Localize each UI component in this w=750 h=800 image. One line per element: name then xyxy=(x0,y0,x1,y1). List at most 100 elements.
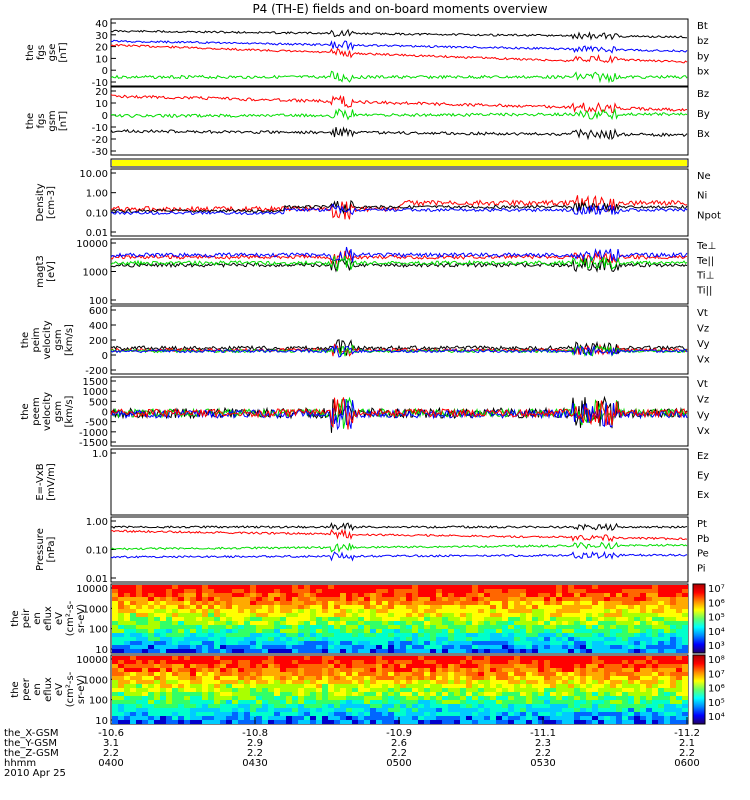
ylabel-peem-velocity-4: [km/s] xyxy=(64,395,75,427)
trace-Bx xyxy=(110,126,688,141)
ytick-label-peer-spectrogram-3: 10 xyxy=(95,716,108,727)
ylabel-peir-spectrogram-4: eV xyxy=(54,612,65,625)
panel-frame-fgs-gse xyxy=(110,18,689,87)
xaxis-0-value-1: -10.8 xyxy=(242,728,268,739)
trace-Npot xyxy=(110,203,688,216)
xaxis-3-value-3: 0530 xyxy=(530,758,555,769)
ylabel-fgs-gse-2: gse xyxy=(47,44,58,62)
legend-density-0: Ne xyxy=(697,171,711,182)
ylabel-peim-velocity-4: [km/s] xyxy=(64,324,75,356)
ytick-label-peir-spectrogram-3: 10 xyxy=(95,645,108,656)
chart-title: P4 (TH-E) fields and on-board moments ov… xyxy=(252,2,547,16)
legend-pressure-3: Pi xyxy=(697,563,706,574)
legend-peim-velocity-1: Vz xyxy=(697,323,709,334)
ytick-label-peem-velocity-2: 500 xyxy=(89,397,108,408)
colorbar-label-peer-spectrogram-4: 10⁴ xyxy=(708,712,725,723)
panel-frame-temperature xyxy=(110,238,689,305)
legend-fgs-gse-3: bx xyxy=(697,67,709,78)
ylabel-fgs-gse-0: the xyxy=(25,44,36,60)
colorbar-label-peir-spectrogram-3: 10⁴ xyxy=(708,627,725,638)
ylabel-peir-spectrogram-3: eflux xyxy=(43,606,54,631)
xaxis-3-value-4: 0600 xyxy=(674,758,699,769)
ytick-label-fgs-gsm-2: 0 xyxy=(102,111,108,122)
ytick-label-peer-spectrogram-1: 1000 xyxy=(83,675,108,686)
ylabel-peer-spectrogram-2: en xyxy=(32,683,43,696)
xaxis-row-label-3: hhmm xyxy=(4,758,36,769)
ylabel-peer-spectrogram-6: sr-eV) xyxy=(76,675,87,704)
ytick-label-peer-spectrogram-0: 10000 xyxy=(76,655,108,666)
ylabel-peir-spectrogram-2: en xyxy=(32,612,43,625)
xaxis-row-label-2: the_Z-GSM xyxy=(4,748,59,759)
ytick-label-fgs-gse-3: 10 xyxy=(95,54,108,65)
colorbar-label-peir-spectrogram-0: 10⁷ xyxy=(708,584,725,595)
ylabel-peim-velocity-1: peim xyxy=(31,327,42,352)
ytick-label-density-1: 1.00 xyxy=(86,189,108,200)
ytick-label-peem-velocity-4: -500 xyxy=(85,418,108,429)
panel-frame-fgs-gsm xyxy=(110,86,689,156)
xaxis-date: 2010 Apr 25 xyxy=(4,768,66,779)
peir-spectrogram-image xyxy=(112,585,688,653)
ylabel-peim-velocity-0: the xyxy=(20,332,31,348)
ytick-label-peem-velocity-0: 1500 xyxy=(83,377,108,388)
xaxis-1-value-4: 2.1 xyxy=(679,738,695,749)
legend-efield-2: Ex xyxy=(697,490,709,501)
ytick-label-peir-spectrogram-0: 10000 xyxy=(76,584,108,595)
legend-peim-velocity-3: Vx xyxy=(697,354,710,365)
trace-Ni xyxy=(110,199,688,215)
legend-temperature-1: Te|| xyxy=(696,256,714,267)
legend-efield-0: Ez xyxy=(697,451,709,462)
legend-fgs-gsm-1: By xyxy=(697,109,710,120)
ylabel-fgs-gsm-3: [nT] xyxy=(58,111,69,131)
ylabel-peem-velocity-0: the xyxy=(20,403,31,419)
ytick-label-fgs-gsm-4: -20 xyxy=(92,135,108,146)
xaxis-2-value-1: 2.2 xyxy=(247,748,263,759)
xaxis-row-label-0: the_X-GSM xyxy=(4,728,58,739)
ytick-label-density-2: 0.10 xyxy=(86,208,108,219)
trace-peim-Vx xyxy=(110,343,688,358)
trace-Pe xyxy=(110,541,688,554)
ylabel-peir-spectrogram-5: (cm²-s- xyxy=(65,600,76,636)
legend-temperature-2: Ti⊥ xyxy=(696,271,714,282)
colorbar-label-peer-spectrogram-1: 10⁷ xyxy=(708,669,725,680)
ylabel-peim-velocity-3: gsm xyxy=(53,329,64,350)
ytick-label-fgs-gsm-5: -30 xyxy=(92,147,108,158)
xaxis-2-value-4: 2.2 xyxy=(679,748,695,759)
ytick-label-pressure-0: 1.00 xyxy=(86,517,108,528)
ytick-label-fgs-gse-0: 40 xyxy=(95,19,108,30)
ylabel-peer-spectrogram-3: eflux xyxy=(43,677,54,702)
ytick-label-peem-velocity-1: 1000 xyxy=(83,387,108,398)
panel-frame-peim-velocity xyxy=(110,305,689,375)
xaxis-row-label-1: the_Y-GSM xyxy=(4,738,57,749)
trace-Ti-perp xyxy=(110,246,688,263)
ylabel-fgs-gse-3: [nT] xyxy=(58,42,69,62)
ylabel-peem-velocity-2: velocity xyxy=(42,392,53,431)
xaxis-2-value-2: 2.2 xyxy=(391,748,407,759)
ylabel-pressure-1: [nPa] xyxy=(46,536,57,562)
ytick-label-fgs-gse-1: 30 xyxy=(95,31,108,42)
peer-spectrogram-image xyxy=(112,656,688,724)
legend-peem-velocity-3: Vx xyxy=(697,426,710,437)
legend-temperature-0: Te⊥ xyxy=(696,241,716,252)
ytick-label-peem-velocity-5: -1000 xyxy=(79,428,108,439)
trace-by xyxy=(110,70,688,84)
trace-Bz xyxy=(110,94,688,114)
colorbar-label-peir-spectrogram-2: 10⁵ xyxy=(708,613,725,624)
ytick-label-peim-velocity-4: -200 xyxy=(85,366,108,377)
legend-density-1: Ni xyxy=(697,191,707,202)
xaxis-1-value-1: 2.9 xyxy=(247,738,263,749)
ylabel-peem-velocity-3: gsm xyxy=(53,401,64,422)
trace-Pi xyxy=(110,550,688,562)
ytick-label-fgs-gse-5: -10 xyxy=(92,78,108,89)
xaxis-3-value-1: 0430 xyxy=(242,758,267,769)
ylabel-pressure-0: Pressure xyxy=(35,528,46,571)
ytick-label-efield-0: 1.0 xyxy=(92,449,108,460)
colorbar-label-peer-spectrogram-0: 10⁸ xyxy=(708,655,725,666)
ylabel-efield-0: E=-VxB xyxy=(35,463,46,500)
trace-By xyxy=(111,108,688,121)
ylabel-peir-spectrogram-0: the xyxy=(10,610,21,626)
ylabel-peer-spectrogram-0: the xyxy=(10,681,21,697)
legend-pressure-2: Pe xyxy=(697,549,709,560)
ylabel-temperature-1: [eV] xyxy=(46,261,57,282)
ylabel-fgs-gse-1: fgs xyxy=(36,45,47,60)
